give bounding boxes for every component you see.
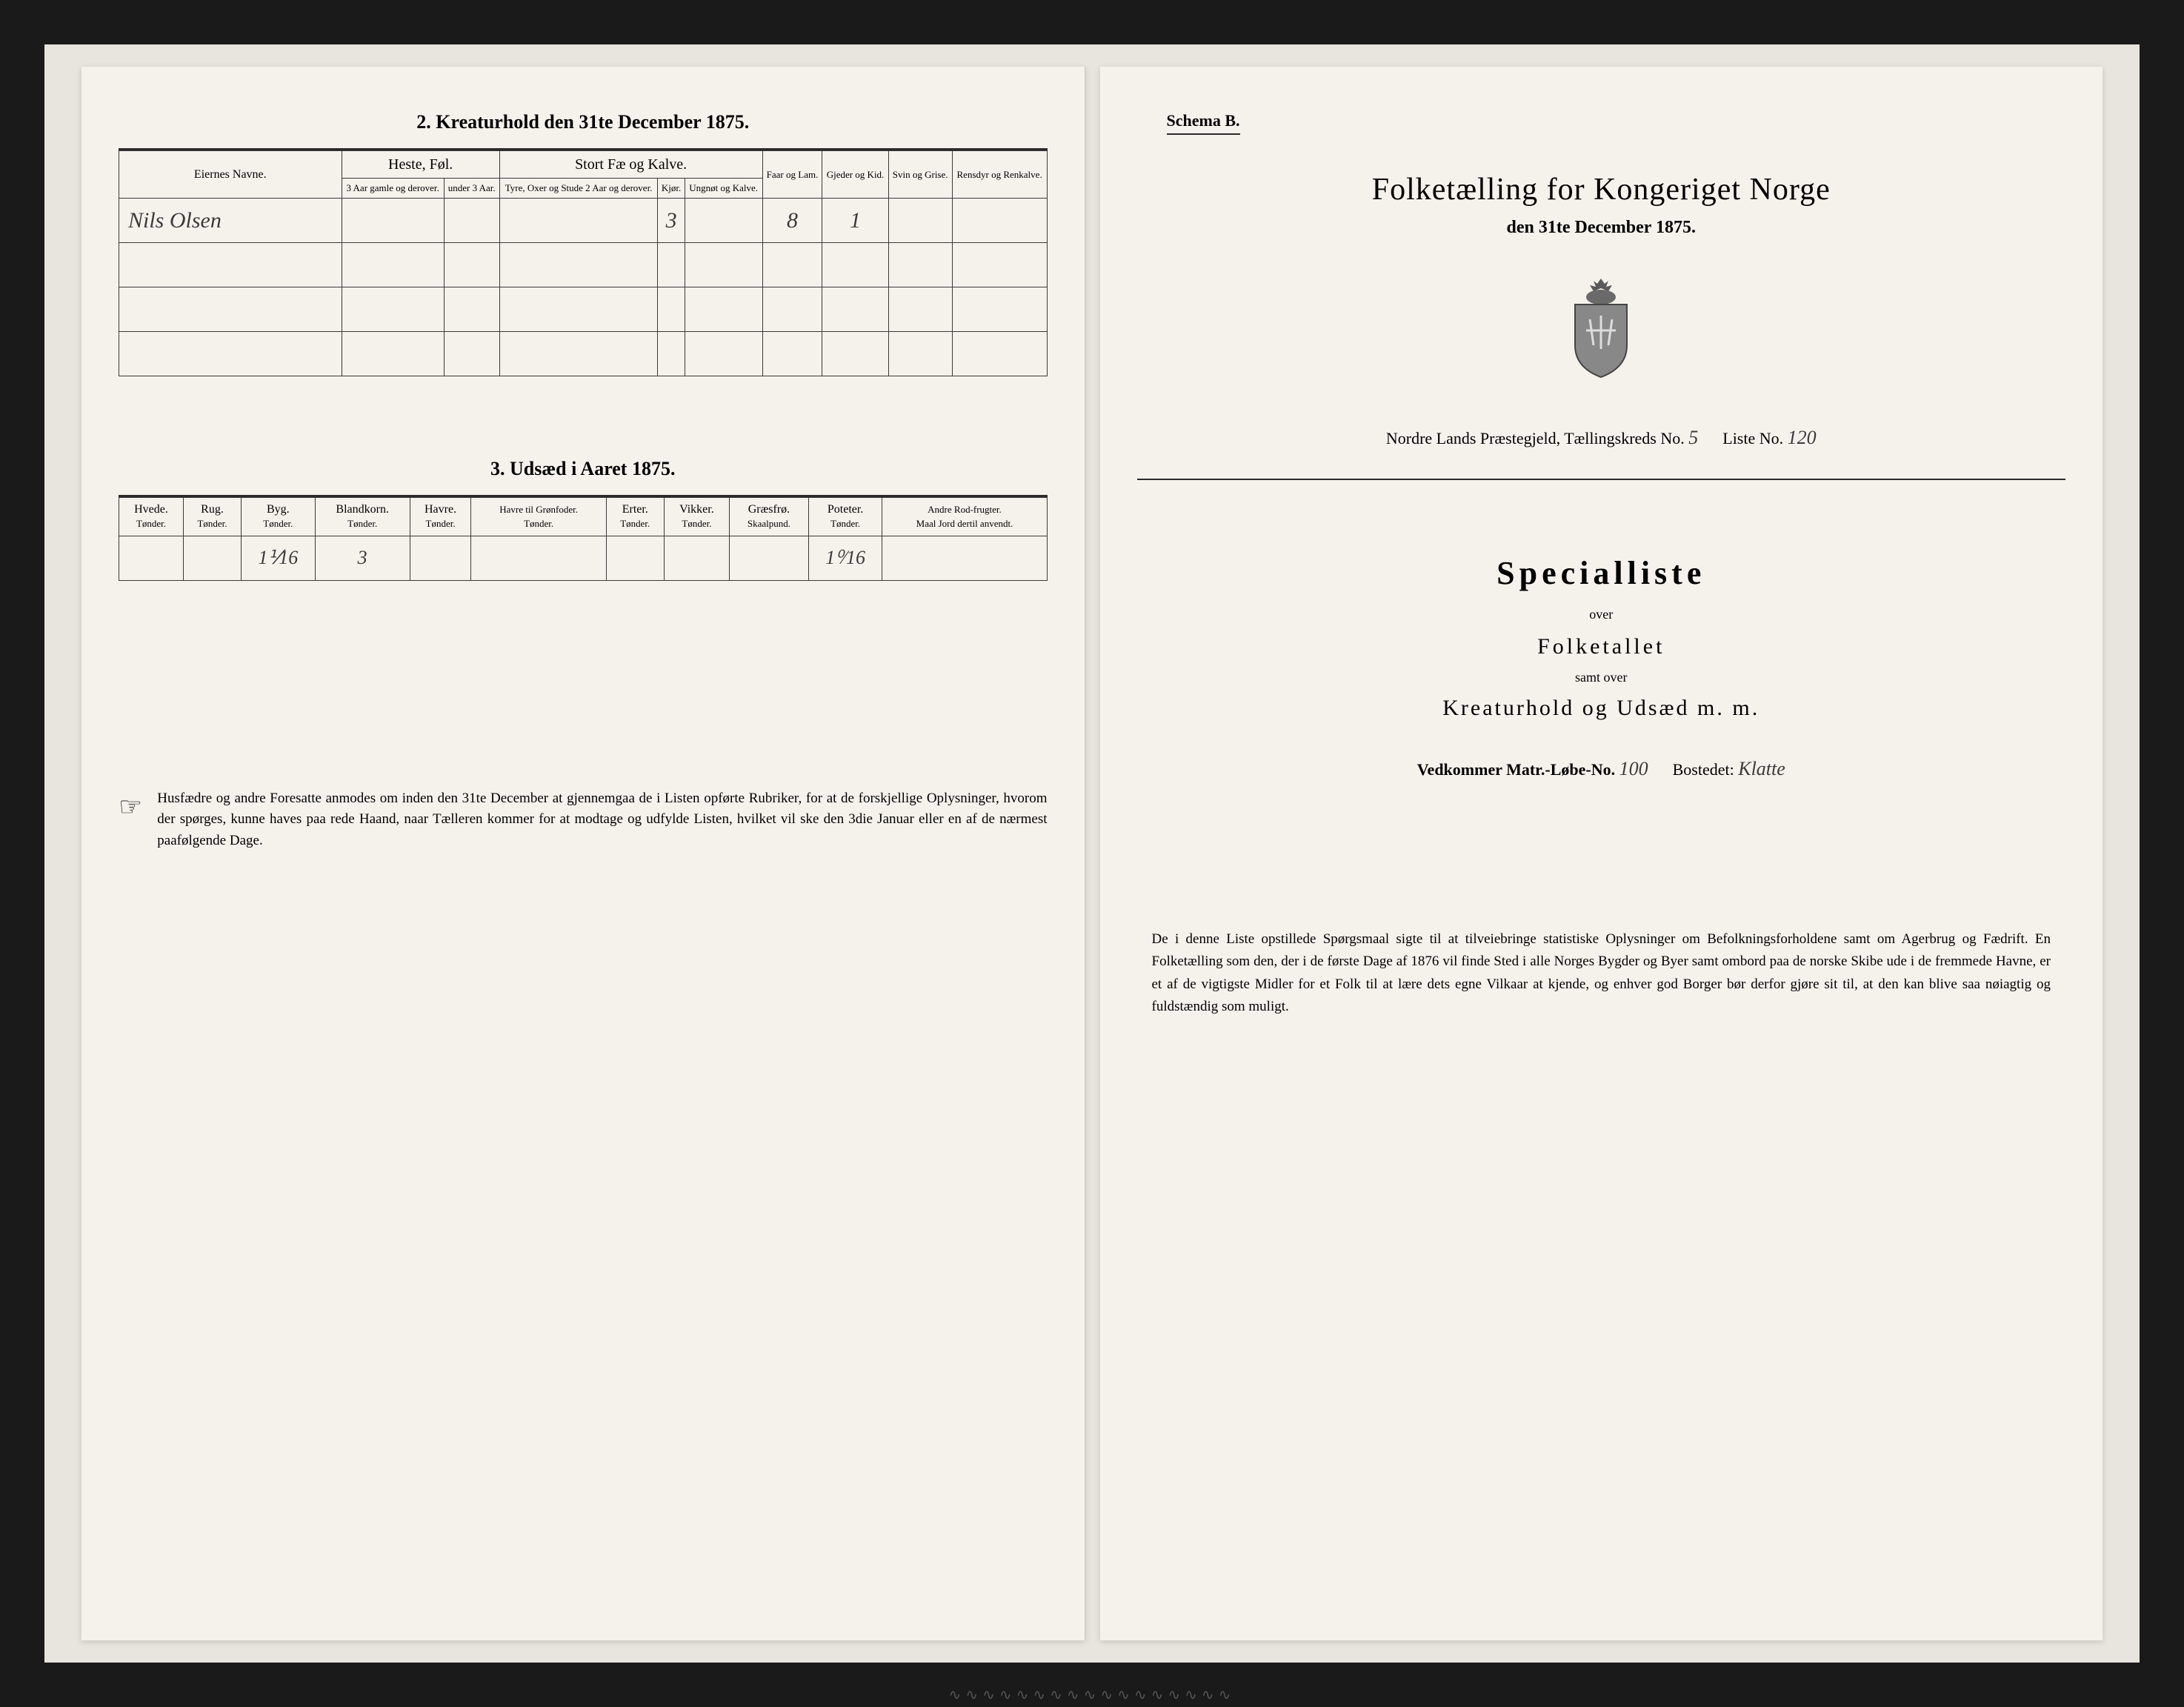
cell: 1⅟16 (241, 536, 315, 580)
col: Hvede.Tønder. (119, 498, 184, 536)
table-row (119, 332, 1048, 376)
kreds-prefix: Nordre Lands Præstegjeld, Tællingskreds … (1386, 429, 1685, 447)
cell (119, 287, 342, 332)
cell (119, 332, 342, 376)
table-row: 1⅟16 3 1⁰⁄16 (119, 536, 1048, 580)
cell: 3 (315, 536, 410, 580)
col: Erter.Tønder. (606, 498, 664, 536)
cell: 1 (822, 199, 888, 243)
cell (410, 536, 471, 580)
cell (119, 536, 184, 580)
left-footer: ☞ Husfædre og andre Foresatte anmodes om… (119, 788, 1048, 852)
col-sheep: Faar og Lam. (762, 151, 822, 199)
over-label: over (1137, 607, 2066, 622)
col: Andre Rod-frugter.Maal Jord dertil anven… (882, 498, 1047, 536)
liste-label: Liste No. (1722, 429, 1783, 447)
cell (471, 536, 606, 580)
table-row (119, 243, 1048, 287)
col-pig: Svin og Grise. (888, 151, 952, 199)
main-title: Folketælling for Kongeriget Norge (1137, 172, 2066, 207)
col: Poteter.Tønder. (808, 498, 882, 536)
cell: 3 (658, 199, 685, 243)
table-row: Nils Olsen 3 8 1 (119, 199, 1048, 243)
kreatur-line: Kreaturhold og Udsæd m. m. (1137, 696, 2066, 721)
col-reindeer: Rensdyr og Renkalve. (952, 151, 1047, 199)
vedkommer-label: Vedkommer Matr.-Løbe-No. (1417, 760, 1615, 779)
left-page: 2. Kreaturhold den 31te December 1875. E… (81, 67, 1085, 1640)
special-title: Specialliste (1137, 554, 2066, 592)
cell: 8 (762, 199, 822, 243)
col-horse-young: under 3 Aar. (444, 179, 499, 199)
cell (882, 536, 1047, 580)
sub-title: den 31te December 1875. (1137, 218, 2066, 238)
col: Rug.Tønder. (184, 498, 242, 536)
binding-marks: ∿∿∿∿∿∿∿∿∿∿∿∿∿∿∿∿∿ (949, 1686, 1236, 1704)
vedkommer-no: 100 (1619, 758, 1648, 779)
col-group-horse: Heste, Føl. (342, 151, 499, 179)
col-group-cattle: Stort Fæ og Kalve. (499, 151, 762, 179)
col-bull: Tyre, Oxer og Stude 2 Aar og derover. (499, 179, 658, 199)
crest-icon (1137, 275, 2066, 382)
cell (606, 536, 664, 580)
table-row (119, 287, 1048, 332)
cell (499, 199, 658, 243)
kreds-no: 5 (1688, 427, 1698, 448)
document-scan: 2. Kreaturhold den 31te December 1875. E… (44, 44, 2140, 1663)
right-page: Schema B. Folketælling for Kongeriget No… (1100, 67, 2103, 1640)
cell (685, 199, 762, 243)
cell (730, 536, 809, 580)
col-owner: Eiernes Navne. (119, 151, 342, 199)
vedkommer-line: Vedkommer Matr.-Løbe-No. 100 Bostedet: K… (1137, 758, 2066, 780)
col-calf: Ungnøt og Kalve. (685, 179, 762, 199)
cell (888, 199, 952, 243)
col-goat: Gjeder og Kid. (822, 151, 888, 199)
col: Havre.Tønder. (410, 498, 471, 536)
col: Græsfrø.Skaalpund. (730, 498, 809, 536)
col: Havre til Grønfoder.Tønder. (471, 498, 606, 536)
cell-owner: Nils Olsen (119, 199, 342, 243)
samt-label: samt over (1137, 670, 2066, 685)
bostedet-label: Bostedet: (1673, 760, 1734, 779)
col-horse-old: 3 Aar gamle og derover. (342, 179, 444, 199)
col: Vikker.Tønder. (664, 498, 729, 536)
seed-table: Hvede.Tønder. Rug.Tønder. Byg.Tønder. Bl… (119, 497, 1048, 580)
livestock-table: Eiernes Navne. Heste, Føl. Stort Fæ og K… (119, 150, 1048, 376)
cell (119, 243, 342, 287)
right-footer: De i denne Liste opstillede Spørgsmaal s… (1137, 928, 2066, 1019)
cell (952, 199, 1047, 243)
folketallet: Folketallet (1137, 634, 2066, 659)
kreds-line: Nordre Lands Præstegjeld, Tællingskreds … (1137, 427, 2066, 480)
col-cow: Kjør. (658, 179, 685, 199)
section2-title: 2. Kreaturhold den 31te December 1875. (119, 111, 1048, 133)
cell (184, 536, 242, 580)
pointer-icon: ☞ (119, 791, 142, 822)
section3-title: 3. Udsæd i Aaret 1875. (119, 458, 1048, 480)
col: Blandkorn.Tønder. (315, 498, 410, 536)
viewer-frame: 2. Kreaturhold den 31te December 1875. E… (0, 0, 2184, 1707)
footer-text: Husfædre og andre Foresatte anmodes om i… (157, 788, 1047, 852)
cell: 1⁰⁄16 (808, 536, 882, 580)
schema-label: Schema B. (1167, 111, 1240, 135)
col: Byg.Tønder. (241, 498, 315, 536)
cell (664, 536, 729, 580)
bostedet-value: Klatte (1738, 758, 1785, 779)
cell (444, 199, 499, 243)
cell (342, 199, 444, 243)
liste-no: 120 (1788, 427, 1817, 448)
